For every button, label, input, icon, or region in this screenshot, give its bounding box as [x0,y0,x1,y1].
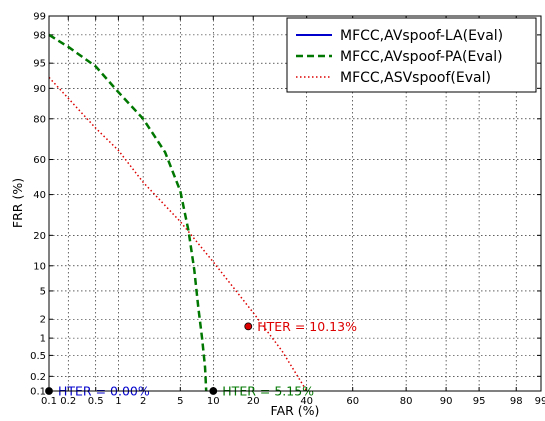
y-tick-label: 90 [33,84,46,95]
hter-marker-asv [244,322,253,331]
series-lines [48,33,308,392]
x-tick-label: 0.1 [41,396,57,407]
legend-label-asv: MFCC,ASVspoof(Eval) [340,70,491,86]
x-tick-label: 98 [510,396,523,407]
hter-markers: HTER = 0.00% HTER = 5.15%HTER = 10.13% [45,319,357,399]
x-tick-label: 99 [535,396,545,407]
x-tick-label: 0.5 [88,396,104,407]
y-tick-label: 99 [33,12,46,23]
y-tick-label: 0.2 [30,372,46,383]
y-tick-label: 0.5 [30,351,46,362]
x-tick-label: 5 [177,396,183,407]
y-tick-label: 98 [33,30,46,41]
y-tick-label: 5 [40,286,46,297]
x-tick-label: 20 [247,396,260,407]
x-tick-label: 60 [346,396,359,407]
x-tick-label: 95 [473,396,486,407]
legend-box [286,17,537,93]
x-tick-label: 0.2 [60,396,76,407]
y-tick-label: 80 [33,114,46,125]
x-axis-label: FAR (%) [271,403,320,418]
x-tick-label: 2 [140,396,146,407]
x-tick-label: 90 [440,396,453,407]
y-axis-label: FRR (%) [10,178,25,228]
y-tick-label: 10 [33,261,46,272]
x-tick-label: 10 [207,396,220,407]
y-tick-label: 2 [40,315,46,326]
hter-label-asv: HTER = 10.13% [257,319,357,334]
x-tick-label: 40 [300,396,313,407]
y-tick-label: 0.1 [30,387,46,398]
tick-labels: 0.1 0.2 0.5 1 2 5 10 20 40 60 80 90 95 98 990.10.20.51… [30,12,545,408]
grid [48,15,542,392]
legend-label-la: MFCC,AVspoof-LA(Eval) [340,28,503,44]
y-tick-label: 40 [33,190,46,201]
x-tick-label: 80 [400,396,413,407]
y-tick-label: 60 [33,155,46,166]
series-line-pa [48,33,208,392]
y-tick-label: 20 [33,231,46,242]
legend: MFCC,AVspoof-LA(Eval) MFCC,AVspoof-PA(Ev… [286,17,537,93]
y-tick-label: 1 [40,334,46,345]
plot-frame [48,15,542,392]
legend-label-pa: MFCC,AVspoof-PA(Eval) [340,49,503,65]
x-tick-label: 1 [115,396,121,407]
y-tick-label: 95 [33,59,46,70]
